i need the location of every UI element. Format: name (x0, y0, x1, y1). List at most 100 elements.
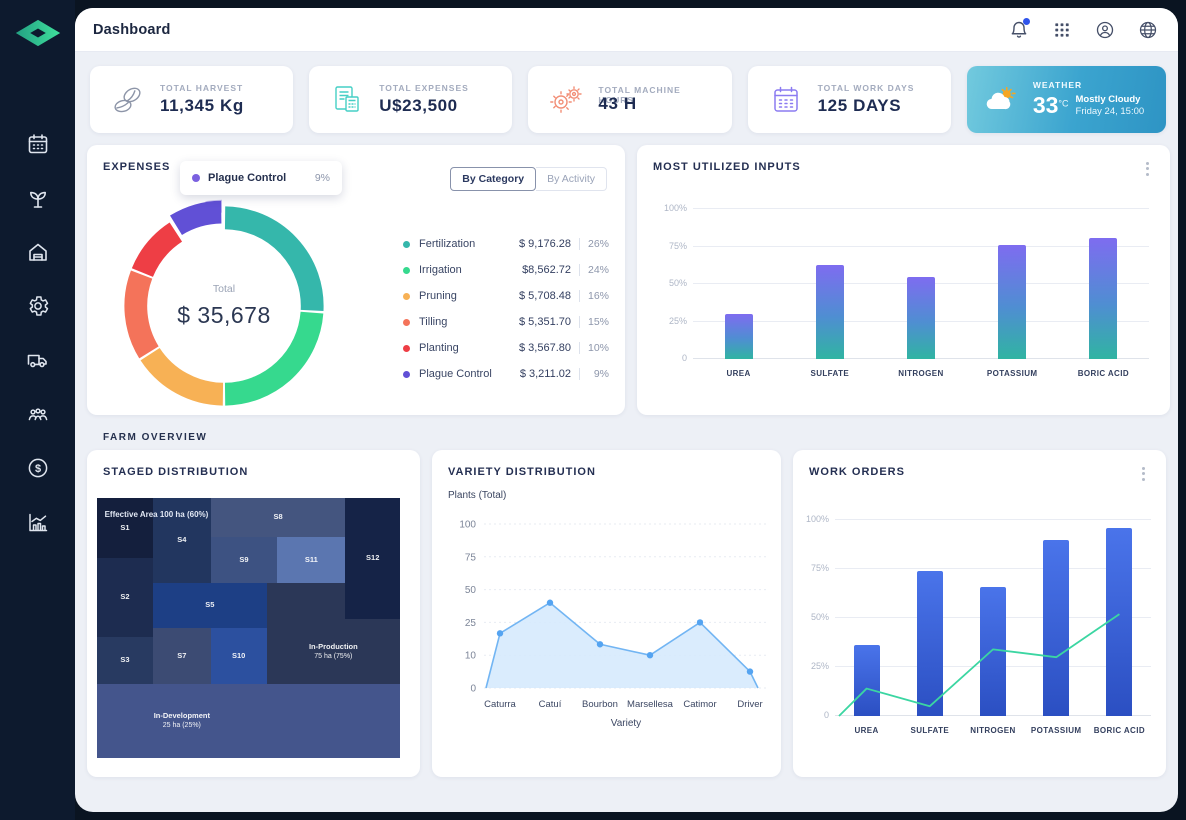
treemap-cell-label: S7 (177, 650, 187, 660)
legend-item-planting[interactable]: Planting $ 3,567.80 10% (403, 335, 609, 361)
variety-title: VARIETY DISTRIBUTION (448, 466, 596, 478)
treemap-cell-s1[interactable]: S1 (97, 498, 154, 558)
bar-nitrogen[interactable] (980, 586, 1006, 716)
data-point-bourbon[interactable] (596, 641, 604, 648)
svg-text:Caturra: Caturra (484, 699, 516, 710)
variety-area-chart: 0 10 25 50 75 100 Caturra Catuí Bourbon Marselles… (438, 516, 774, 732)
sidebar-item-calendar[interactable] (26, 132, 50, 156)
data-point-caturra[interactable] (496, 630, 504, 637)
work-orders-title: WORK ORDERS (809, 466, 905, 478)
y-axis-tick: 75% (668, 240, 687, 251)
treemap-cell-s4[interactable]: S4 (153, 498, 211, 583)
weather-card[interactable]: WEATHER 33°C Mostly Cloudy Friday 24, 15… (966, 66, 1167, 133)
treemap-cell-s3[interactable]: S3 (97, 637, 154, 684)
staged-treemap: Effective Area 100 ha (60%) S1 S4 S8 S9 S11 S… (97, 498, 400, 758)
panel-menu-icon[interactable] (1140, 159, 1154, 177)
svg-text:0: 0 (470, 684, 476, 695)
most-utilized-inputs-panel: MOST UTILIZED INPUTS 0 25% 50% 75% 100% UREA S… (637, 145, 1170, 415)
bar-boric-acid[interactable] (1106, 527, 1133, 716)
notifications-button[interactable] (1009, 17, 1030, 40)
dollar-icon: $ (28, 458, 47, 478)
account-button[interactable] (1095, 20, 1115, 40)
data-point-marsellesa[interactable] (646, 652, 654, 659)
staged-title: STAGED DISTRIBUTION (103, 466, 249, 478)
sidebar-item-analytics[interactable] (26, 510, 50, 534)
apps-button[interactable] (1052, 20, 1072, 40)
data-point-catimor[interactable] (696, 619, 704, 626)
treemap-cell-s12[interactable]: S12 (345, 498, 400, 619)
legend-percent: 24% (579, 264, 609, 276)
x-axis-label: NITROGEN (898, 369, 944, 378)
page-title: Dashboard (93, 21, 171, 38)
donut-slice-tilling[interactable] (124, 270, 159, 359)
svg-text:10: 10 (465, 651, 477, 662)
treemap-cell-s7[interactable]: S7 (153, 628, 211, 684)
treemap-cell-blank[interactable] (266, 582, 346, 619)
legend-item-tilling[interactable]: Tilling $ 5,351.70 15% (403, 309, 609, 335)
legend-percent: 9% (579, 368, 609, 380)
treemap-cell-in-production[interactable]: In-Production 75 ha (75%) (266, 618, 400, 684)
svg-text:50: 50 (465, 585, 477, 596)
staged-distribution-panel: STAGED DISTRIBUTION Effective Area 100 h… (87, 450, 420, 777)
language-button[interactable] (1138, 20, 1158, 40)
toggle-by-category[interactable]: By Category (450, 167, 537, 191)
kpi-total-harvest[interactable]: TOTAL HARVEST 11,345 Kg (90, 66, 294, 133)
bar-boric-acid[interactable] (1089, 237, 1118, 359)
bar-urea[interactable] (853, 645, 880, 716)
bar-urea[interactable] (724, 314, 753, 359)
sidebar-item-settings[interactable] (26, 294, 50, 318)
legend-item-irrigation[interactable]: Irrigation $8,562.72 24% (403, 257, 609, 283)
kpi-total-expenses[interactable]: TOTAL EXPENSES U$23,500 (309, 66, 513, 133)
toggle-by-activity[interactable]: By Activity (536, 167, 607, 191)
x-axis-label: SULFATE (910, 726, 950, 735)
treemap-cell-s9[interactable]: S9 (210, 537, 278, 583)
bar-sulfate[interactable] (916, 570, 943, 716)
legend-percent: 26% (579, 238, 609, 250)
weather-condition: Mostly Cloudy (1075, 94, 1141, 106)
sidebar-item-barn[interactable] (26, 240, 50, 264)
treemap-cell-in-development[interactable]: In-Development 25 ha (25%) (97, 683, 400, 758)
invoice-icon (335, 85, 359, 112)
donut-tooltip: Plague Control 9% (180, 161, 342, 195)
treemap-cell-label: S9 (239, 554, 249, 564)
bar-nitrogen[interactable] (907, 276, 935, 359)
donut-slice-planting[interactable] (131, 222, 183, 278)
work-orders-chart: 0 25% 50% 75% 100% UREA SULFATE NITROGEN POTASSI… (806, 514, 1151, 735)
donut-slice-plague-control[interactable] (170, 200, 222, 236)
kpi-total-machine-hours[interactable]: TOTAL MACHINE HOURS 43 H (528, 66, 732, 133)
sidebar-item-team[interactable] (26, 402, 50, 426)
legend-amount: $8,562.72 (522, 264, 571, 276)
y-axis-tick: 100% (805, 514, 829, 524)
legend-item-pruning[interactable]: Pruning $ 5,708.48 16% (403, 283, 609, 309)
farm-overview-label: FARM OVERVIEW (103, 432, 208, 443)
legend-item-fertilization[interactable]: Fertilization $ 9,176.28 26% (403, 231, 609, 257)
bar-potassium[interactable] (1043, 539, 1070, 716)
bar-sulfate[interactable] (815, 264, 844, 359)
treemap-cell-label: S1 (120, 522, 130, 532)
data-point-catuí[interactable] (546, 599, 554, 606)
legend-item-plague-control[interactable]: Plague Control $ 3,211.02 9% (403, 361, 609, 387)
treemap-cell-s8[interactable]: S8 (210, 498, 346, 537)
sidebar-item-finance[interactable]: $ (26, 456, 50, 480)
kpi-total-work-days[interactable]: TOTAL WORK DAYS 125 DAYS (747, 66, 951, 133)
donut-slice-pruning[interactable] (140, 347, 224, 406)
app-logo[interactable] (15, 18, 61, 53)
sidebar-item-crops[interactable] (26, 186, 50, 210)
weather-temp: 33 (1032, 92, 1059, 118)
tooltip-percent: 9% (314, 172, 330, 184)
legend-color-dot (403, 344, 410, 352)
donut-slice-fertilization[interactable] (224, 206, 324, 312)
panel-menu-icon[interactable] (1136, 464, 1150, 482)
sidebar-item-machinery[interactable] (26, 348, 50, 372)
donut-slice-irrigation[interactable] (224, 311, 324, 406)
plant-icon (29, 191, 46, 208)
treemap-cell-s11[interactable]: S11 (277, 537, 346, 583)
treemap-cell-label: S11 (304, 554, 318, 564)
treemap-cell-s10[interactable]: S10 (210, 628, 267, 684)
tooltip-color-dot (192, 174, 200, 182)
data-point-driver[interactable] (746, 668, 754, 675)
treemap-cell-label: S3 (120, 655, 130, 665)
bar-potassium[interactable] (998, 245, 1027, 359)
treemap-cell-s2[interactable]: S2 (97, 557, 154, 638)
treemap-cell-s5[interactable]: S5 (153, 582, 267, 628)
